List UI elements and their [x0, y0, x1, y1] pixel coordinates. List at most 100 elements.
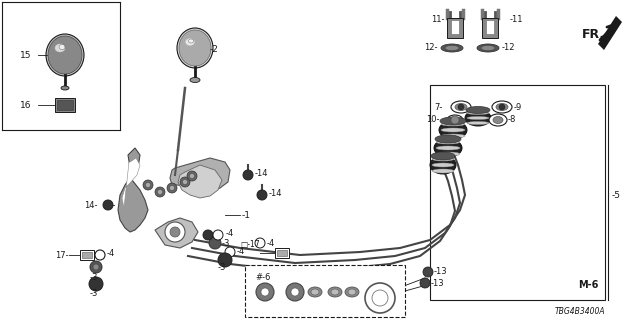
Circle shape: [458, 104, 464, 110]
Ellipse shape: [451, 101, 471, 113]
Ellipse shape: [455, 103, 467, 110]
Text: -4: -4: [107, 250, 115, 259]
Ellipse shape: [431, 152, 455, 160]
Text: 12-: 12-: [424, 44, 438, 52]
Ellipse shape: [48, 36, 82, 74]
Text: 15: 15: [20, 51, 31, 60]
Text: -13: -13: [431, 278, 445, 287]
Text: -3: -3: [218, 263, 227, 273]
Text: #-6: #-6: [255, 274, 270, 283]
Ellipse shape: [61, 86, 69, 90]
Ellipse shape: [177, 28, 213, 68]
Text: -2: -2: [210, 45, 219, 54]
Circle shape: [93, 264, 99, 270]
Circle shape: [257, 190, 267, 200]
Ellipse shape: [432, 157, 454, 161]
Polygon shape: [122, 158, 140, 208]
Bar: [277, 250, 287, 256]
Text: -3: -3: [222, 238, 230, 247]
Text: -11: -11: [510, 15, 524, 25]
Circle shape: [103, 200, 113, 210]
Ellipse shape: [311, 289, 319, 295]
Circle shape: [145, 182, 150, 188]
Text: -3: -3: [90, 273, 99, 282]
Ellipse shape: [489, 114, 507, 126]
Text: -4: -4: [226, 228, 234, 237]
Bar: [80, 250, 94, 260]
Bar: [275, 248, 289, 258]
Ellipse shape: [447, 115, 463, 125]
Circle shape: [189, 173, 195, 179]
Ellipse shape: [493, 116, 503, 124]
Text: -4: -4: [237, 247, 245, 257]
Circle shape: [167, 183, 177, 193]
Ellipse shape: [348, 289, 356, 295]
Ellipse shape: [190, 77, 200, 83]
Circle shape: [90, 261, 102, 273]
Bar: [486, 20, 494, 34]
Polygon shape: [118, 148, 148, 232]
Circle shape: [182, 180, 188, 185]
Bar: [451, 20, 459, 34]
Text: -8: -8: [508, 116, 516, 124]
Bar: [55, 98, 75, 112]
Circle shape: [209, 237, 221, 249]
Ellipse shape: [440, 117, 466, 125]
Ellipse shape: [441, 128, 465, 132]
Text: -1: -1: [242, 211, 251, 220]
Ellipse shape: [441, 44, 463, 52]
Circle shape: [218, 253, 232, 267]
Circle shape: [243, 170, 253, 180]
Circle shape: [157, 189, 163, 195]
Ellipse shape: [189, 39, 193, 43]
Circle shape: [286, 283, 304, 301]
Circle shape: [187, 171, 197, 181]
Circle shape: [155, 187, 165, 197]
Ellipse shape: [435, 135, 461, 143]
Ellipse shape: [179, 30, 211, 66]
Ellipse shape: [432, 163, 454, 167]
Bar: [430, 85, 605, 300]
Text: -9: -9: [514, 102, 522, 111]
Circle shape: [420, 278, 430, 288]
Text: M-6: M-6: [578, 280, 598, 290]
Ellipse shape: [328, 287, 342, 297]
Bar: [82, 252, 92, 258]
Circle shape: [165, 222, 185, 242]
Ellipse shape: [467, 122, 489, 124]
Ellipse shape: [436, 152, 460, 156]
Circle shape: [499, 104, 505, 110]
Circle shape: [256, 283, 274, 301]
Ellipse shape: [465, 110, 491, 126]
Ellipse shape: [481, 45, 495, 51]
Circle shape: [255, 238, 265, 248]
Circle shape: [213, 230, 223, 240]
Text: -4: -4: [267, 238, 275, 247]
Circle shape: [423, 267, 433, 277]
Text: 11-: 11-: [431, 15, 445, 25]
Ellipse shape: [441, 122, 465, 126]
Ellipse shape: [59, 44, 65, 50]
Text: 17-: 17-: [55, 251, 68, 260]
Text: FR.: FR.: [582, 28, 605, 42]
Ellipse shape: [445, 45, 459, 51]
Circle shape: [170, 186, 175, 190]
Text: 16: 16: [20, 100, 31, 109]
Circle shape: [225, 247, 235, 257]
Ellipse shape: [434, 139, 462, 157]
Text: -3: -3: [90, 289, 99, 298]
Polygon shape: [598, 16, 622, 50]
Circle shape: [451, 116, 459, 124]
Ellipse shape: [186, 38, 195, 45]
Text: 14-: 14-: [84, 201, 98, 210]
Ellipse shape: [430, 156, 456, 174]
Text: 10-: 10-: [426, 116, 440, 124]
Text: 7-: 7-: [435, 102, 443, 111]
Ellipse shape: [345, 287, 359, 297]
Circle shape: [170, 227, 180, 237]
Circle shape: [372, 290, 388, 306]
Text: -12: -12: [502, 44, 515, 52]
Circle shape: [365, 283, 395, 313]
Ellipse shape: [477, 44, 499, 52]
Polygon shape: [170, 158, 230, 192]
